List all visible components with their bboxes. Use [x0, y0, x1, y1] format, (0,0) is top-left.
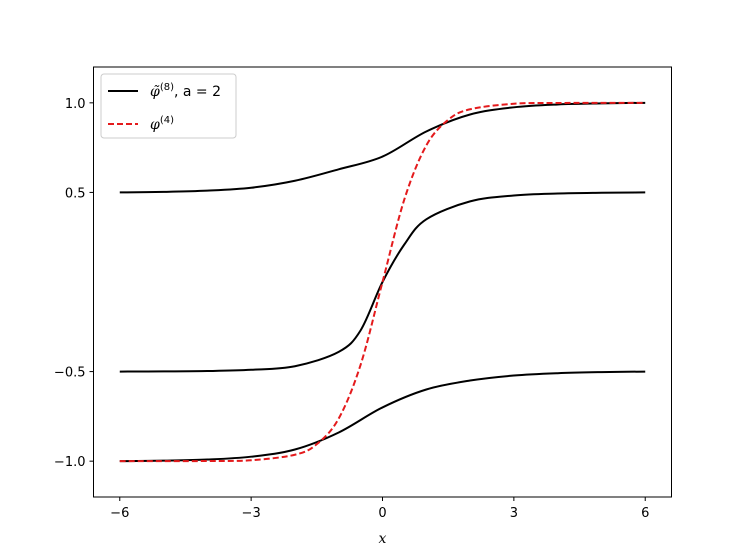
series-phi8-curve-0 [119, 101, 646, 194]
x-tick-label: 3 [510, 506, 518, 521]
y-axis-ticks: −1.0 −0.5 0.5 1.0 [54, 97, 94, 470]
y-tick-label: 1.0 [65, 97, 86, 112]
x-tick-label: 6 [641, 506, 649, 521]
x-tick-label: −6 [110, 506, 129, 521]
legend: φ̃(8), a = 2 φ(4) [100, 73, 237, 139]
x-axis-label: x [379, 531, 387, 547]
series-phi4-curve-0 [119, 101, 646, 463]
curves-layer [119, 101, 646, 463]
y-tick-label: 0.5 [65, 186, 86, 201]
legend-label-phi8: φ̃(8), a = 2 [150, 82, 221, 100]
x-axis-ticks: −6 −3 0 3 6 [110, 497, 649, 521]
series-phi8-curve-1 [119, 191, 646, 373]
x-tick-label: −3 [242, 506, 261, 521]
legend-label-phi4: φ(4) [150, 115, 174, 133]
y-tick-label: −0.5 [54, 366, 86, 381]
series-phi8-curve-2 [119, 370, 646, 463]
x-tick-label: 0 [378, 506, 386, 521]
y-tick-label: −1.0 [54, 455, 86, 470]
